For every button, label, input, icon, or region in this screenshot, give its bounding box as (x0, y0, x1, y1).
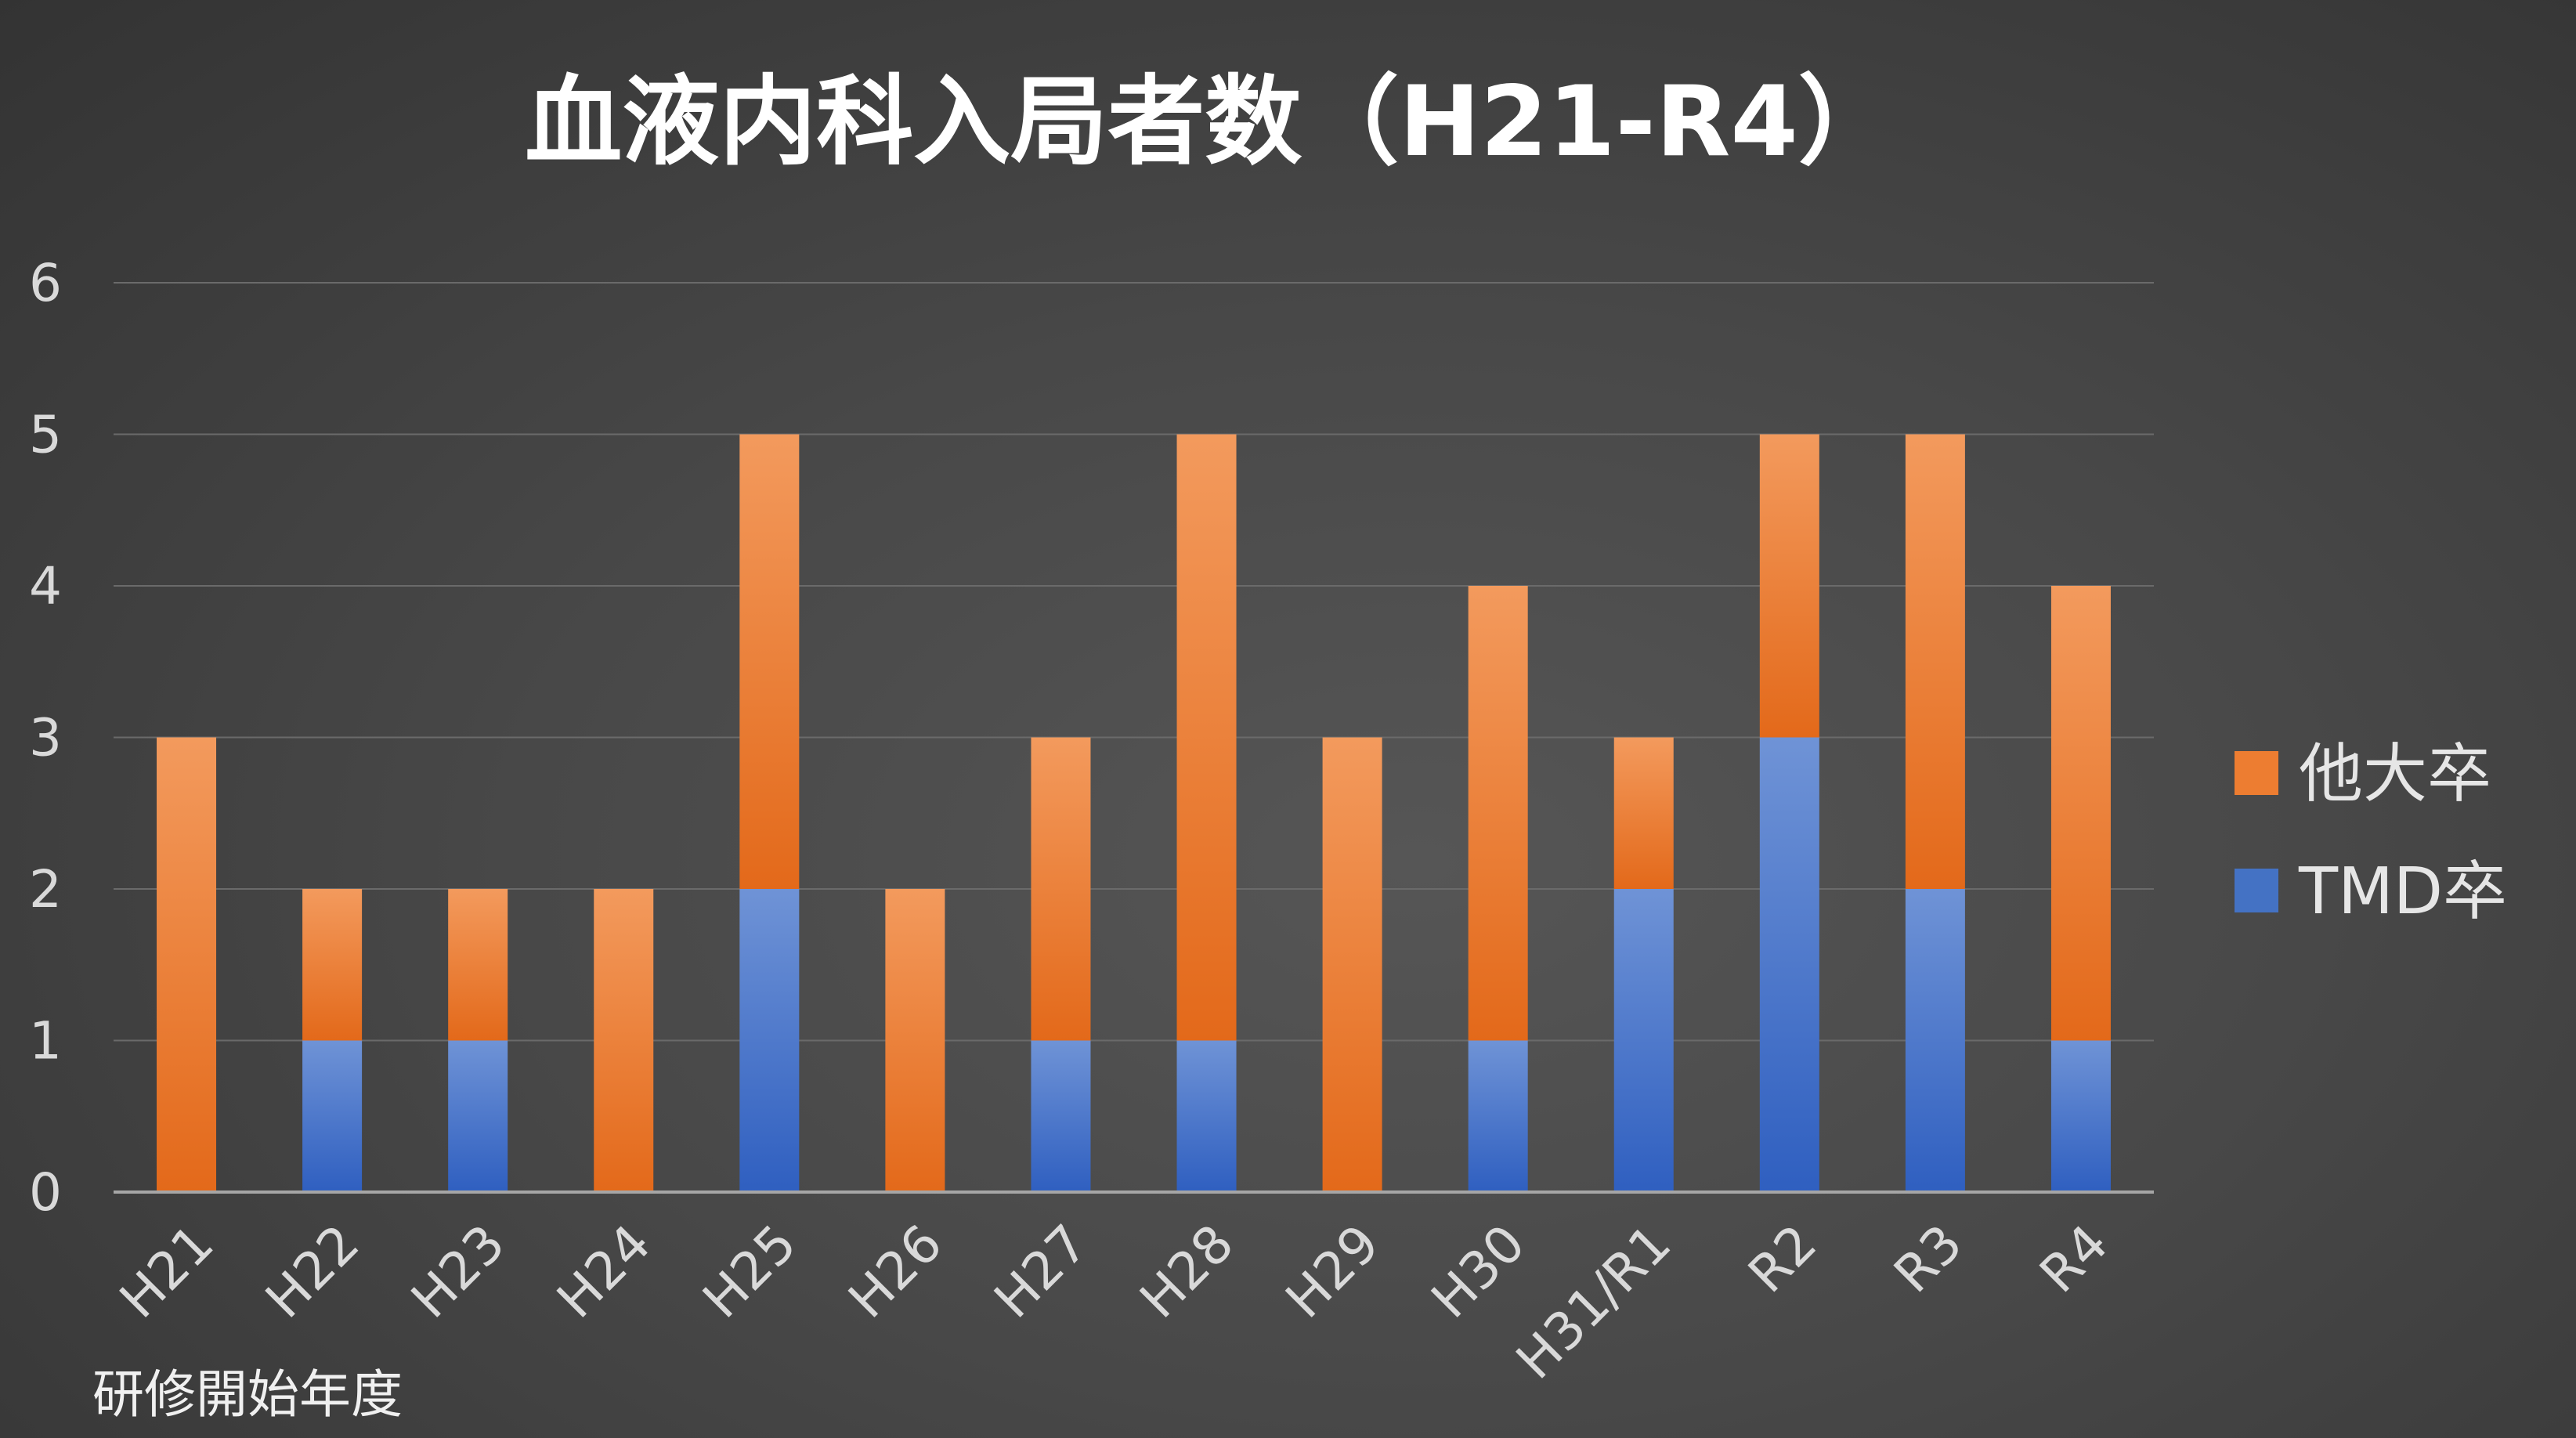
y-tick-label: 4 (29, 556, 62, 616)
y-tick-label: 1 (29, 1011, 62, 1071)
x-tick-label: H31/R1 (1505, 1213, 1682, 1391)
bar-segment-other-H25 (739, 434, 800, 889)
bar-segment-tmd-R2 (1759, 737, 1819, 1192)
bar-segment-other-H31/R1 (1613, 737, 1674, 889)
bar-segment-other-H23 (448, 889, 508, 1041)
x-tick-label: H29 (1274, 1213, 1391, 1330)
x-tick-label: H30 (1420, 1213, 1537, 1330)
bar-segment-other-H29 (1322, 737, 1382, 1192)
bar-segment-other-H21 (157, 737, 217, 1192)
x-axis-label: 研修開始年度 (92, 1364, 403, 1425)
x-tick-label: H24 (546, 1213, 663, 1330)
y-tick-label: 2 (29, 859, 62, 920)
y-tick-label: 5 (29, 405, 62, 465)
x-tick-label: R3 (1883, 1213, 1974, 1305)
legend-swatch (2235, 869, 2278, 912)
bar-segment-other-H30 (1468, 586, 1528, 1041)
bar-segment-tmd-H23 (448, 1040, 508, 1192)
bar-segment-tmd-H25 (739, 889, 800, 1192)
bar-segment-other-R2 (1759, 434, 1819, 738)
bar-segment-tmd-H30 (1468, 1040, 1528, 1192)
y-tick-label: 6 (29, 253, 62, 313)
legend-label: TMD卒 (2298, 854, 2507, 929)
chart-title: 血液内科入局者数（H21-R4） (525, 66, 1895, 179)
x-tick-label: R2 (1737, 1213, 1829, 1305)
bars (157, 434, 2111, 1192)
bar-segment-tmd-R3 (1905, 889, 1965, 1192)
bar-segment-other-R3 (1905, 434, 1965, 889)
y-tick-label: 3 (29, 708, 62, 768)
bar-segment-other-H26 (885, 889, 945, 1192)
x-tick-label: H28 (1129, 1213, 1245, 1330)
bar-segment-other-H22 (302, 889, 363, 1041)
y-tick-label: 0 (29, 1162, 62, 1223)
bar-segment-tmd-R4 (2050, 1040, 2111, 1192)
x-tick-label: H23 (400, 1213, 517, 1330)
bar-segment-other-H24 (594, 889, 654, 1192)
bar-segment-tmd-H28 (1176, 1040, 1237, 1192)
x-tick-label: H25 (692, 1213, 808, 1330)
legend-swatch (2235, 751, 2278, 795)
gridlines (114, 282, 2154, 1042)
bar-segment-tmd-H27 (1031, 1040, 1091, 1192)
y-axis-ticks: 0 1 2 3 4 5 6 (29, 253, 62, 1223)
x-tick-label: R4 (2029, 1213, 2120, 1305)
x-tick-label: H26 (837, 1213, 954, 1330)
bar-segment-other-R4 (2050, 586, 2111, 1041)
legend: 他大卒 TMD卒 (2235, 737, 2507, 929)
x-tick-label: H27 (983, 1213, 1100, 1330)
bar-segment-tmd-H22 (302, 1040, 363, 1192)
bar-segment-tmd-H31/R1 (1613, 889, 1674, 1192)
bar-segment-other-H27 (1031, 737, 1091, 1041)
x-tick-label: H22 (254, 1213, 370, 1330)
legend-label: 他大卒 (2299, 737, 2491, 811)
bar-segment-other-H28 (1176, 434, 1237, 1041)
x-tick-label: H21 (108, 1213, 225, 1330)
